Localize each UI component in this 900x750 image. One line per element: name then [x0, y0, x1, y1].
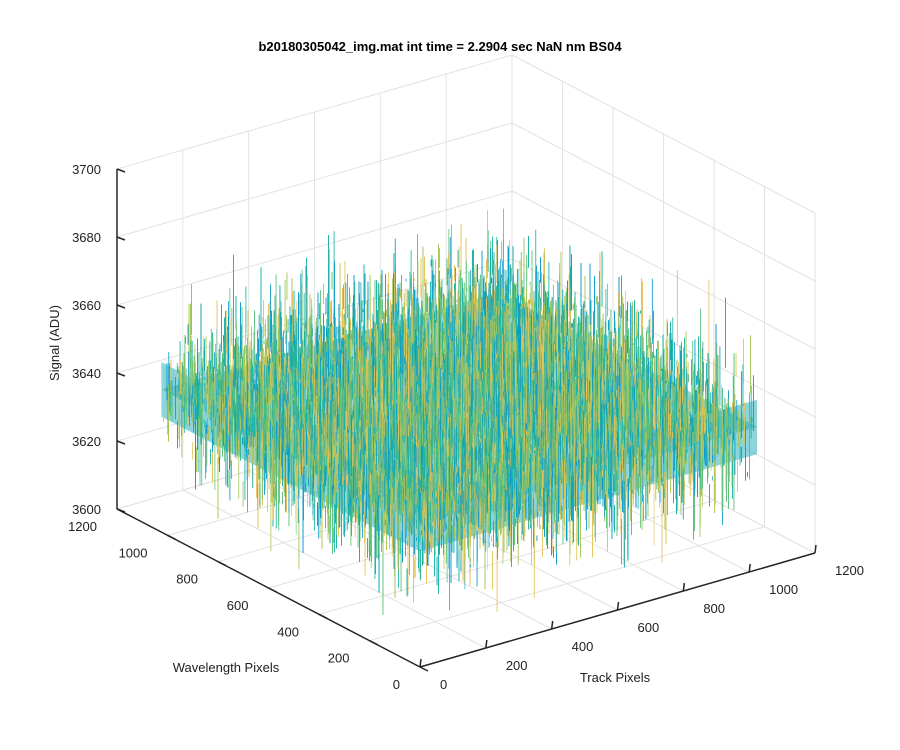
surface-plot-figure: 0200400600800100012000200400600800100012…	[0, 0, 900, 750]
